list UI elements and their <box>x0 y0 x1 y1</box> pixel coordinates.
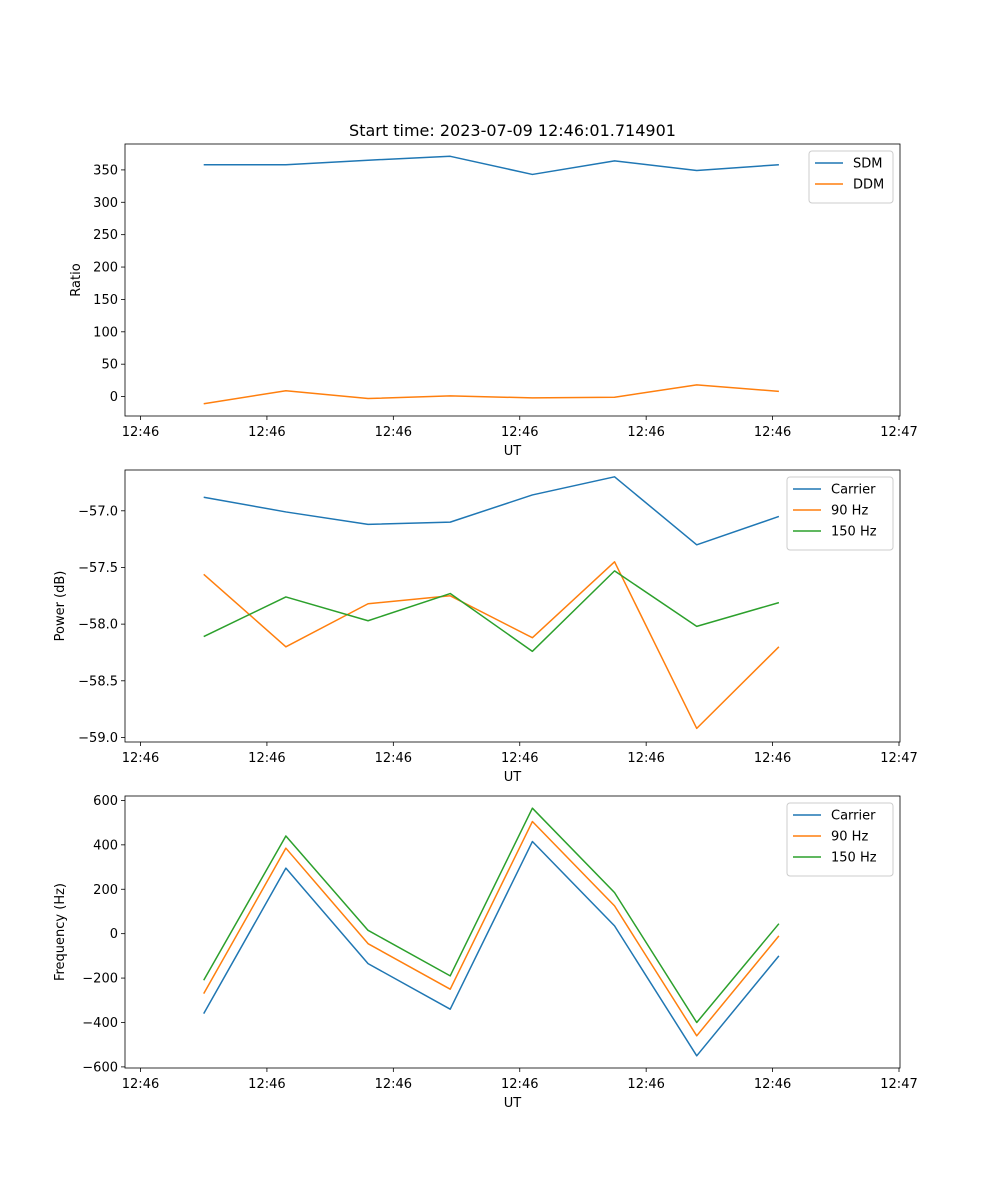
series-group <box>203 807 780 1057</box>
y-tick-label: 0 <box>110 927 118 942</box>
x-tick-label: 12:46 <box>501 751 538 766</box>
legend: Carrier 90 Hz 150 Hz <box>786 802 894 877</box>
x-tick-label: 12:46 <box>627 751 664 766</box>
legend-label: Carrier <box>831 809 876 824</box>
y-axis-label: Frequency (Hz) <box>53 883 68 981</box>
x-tick-label: 12:46 <box>375 751 412 766</box>
series-group <box>203 155 779 405</box>
x-tick-label: 12:46 <box>627 425 664 440</box>
y-tick-label: 0 <box>110 390 118 405</box>
series-line-sdm <box>203 155 779 176</box>
x-tick-label: 12:47 <box>880 751 917 766</box>
y-tick-label: −200 <box>82 972 118 987</box>
axes-frame <box>124 143 901 417</box>
x-tick-label: 12:46 <box>754 1077 791 1092</box>
x-tick-label: 12:47 <box>880 1077 917 1092</box>
series-group <box>203 476 780 730</box>
y-tick-label: 100 <box>93 325 118 340</box>
y-tick-label: 350 <box>93 163 118 178</box>
figure-title: Start time: 2023-07-09 12:46:01.714901 <box>349 121 676 140</box>
y-tick-label: −59.0 <box>78 731 118 746</box>
x-tick-label: 12:46 <box>754 751 791 766</box>
panel-2: 12:46 12:46 12:46 12:46 12:46 12:46 12:47 −59.0… <box>53 469 918 785</box>
series-line-150-hz <box>203 807 780 1024</box>
legend: SDM DDM <box>808 150 894 204</box>
legend-label: 150 Hz <box>831 525 877 540</box>
y-tick-label: −58.0 <box>78 618 118 633</box>
x-tick-label: 12:46 <box>375 1077 412 1092</box>
y-tick-label: 300 <box>93 196 118 211</box>
series-line-ddm <box>203 384 779 405</box>
x-axis-label: UT <box>504 770 522 785</box>
x-tick-label: 12:46 <box>122 1077 159 1092</box>
axes-frame <box>124 795 901 1069</box>
x-tick-label: 12:46 <box>375 425 412 440</box>
x-axis-label: UT <box>504 1096 522 1111</box>
x-tick-label: 12:46 <box>248 751 285 766</box>
x-tick-label: 12:47 <box>880 425 917 440</box>
y-tick-label: 150 <box>93 293 118 308</box>
legend-label: SDM <box>853 157 882 172</box>
legend-label: 90 Hz <box>831 504 868 519</box>
y-tick-label: −58.5 <box>78 674 118 689</box>
panel-1: 12:46 12:46 12:46 12:46 12:46 12:46 12:47 0 50 10… <box>69 143 918 459</box>
x-tick-label: 12:46 <box>627 1077 664 1092</box>
series-line-90-hz <box>203 561 780 730</box>
legend-box <box>808 150 894 204</box>
series-line-90-hz <box>203 820 780 1037</box>
legend-label: DDM <box>853 178 884 193</box>
x-tick-label: 12:46 <box>754 425 791 440</box>
legend: Carrier 90 Hz 150 Hz <box>786 476 894 551</box>
y-tick-label: −57.5 <box>78 561 118 576</box>
x-tick-label: 12:46 <box>248 1077 285 1092</box>
x-axis-label: UT <box>504 444 522 459</box>
y-tick-label: −600 <box>82 1060 118 1075</box>
y-tick-label: 400 <box>93 838 118 853</box>
series-line-150-hz <box>203 570 780 653</box>
y-tick-label: 200 <box>93 261 118 276</box>
y-tick-label: −400 <box>82 1016 118 1031</box>
y-tick-label: 250 <box>93 228 118 243</box>
series-line-carrier <box>203 840 780 1057</box>
legend-label: 90 Hz <box>831 830 868 845</box>
y-tick-label: 200 <box>93 883 118 898</box>
legend-label: 150 Hz <box>831 851 877 866</box>
x-tick-label: 12:46 <box>501 1077 538 1092</box>
x-tick-label: 12:46 <box>122 425 159 440</box>
series-line-carrier <box>203 476 780 546</box>
panels: 12:46 12:46 12:46 12:46 12:46 12:46 12:47 0 50 10… <box>53 143 918 1111</box>
x-tick-label: 12:46 <box>501 425 538 440</box>
y-tick-label: 50 <box>101 358 118 373</box>
y-tick-label: 600 <box>93 794 118 809</box>
x-tick-label: 12:46 <box>122 751 159 766</box>
x-tick-label: 12:46 <box>248 425 285 440</box>
legend-label: Carrier <box>831 483 876 498</box>
y-axis-label: Power (dB) <box>53 571 68 642</box>
y-tick-label: −57.0 <box>78 504 118 519</box>
y-axis-label: Ratio <box>69 263 84 296</box>
axes-frame <box>124 469 901 743</box>
panel-3: 12:46 12:46 12:46 12:46 12:46 12:46 12:47 −600 −… <box>53 794 918 1111</box>
